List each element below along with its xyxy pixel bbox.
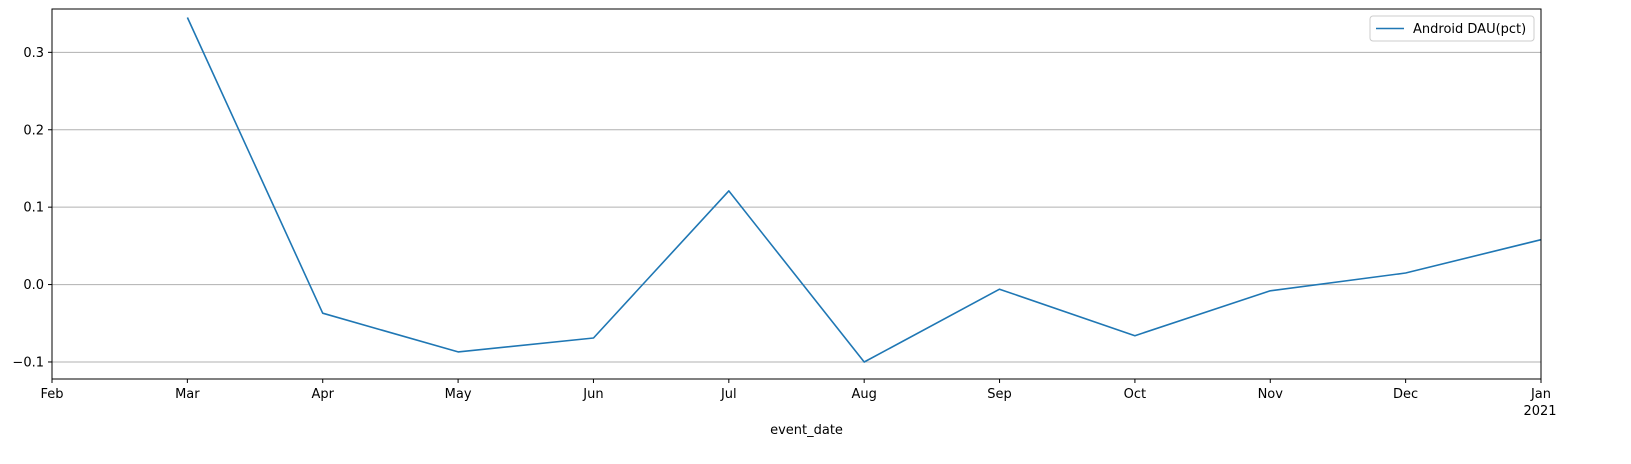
x-axis-ticks: Feb Mar Apr May Jun Jul Aug Sep Oct Nov Dec Jan	[40, 379, 1551, 402]
y-tick-label: 0.0	[23, 278, 44, 293]
x-tick-label: Dec	[1393, 387, 1418, 402]
x-axis-label: event_date	[770, 423, 843, 438]
x-tick-label: Apr	[311, 387, 334, 402]
x-tick-label: Aug	[851, 387, 876, 402]
y-tick-label: 0.3	[23, 46, 44, 61]
x-tick-label: Jul	[720, 387, 737, 402]
x-tick-label: May	[445, 387, 472, 402]
y-tick-label: 0.2	[23, 123, 44, 138]
x-tick-label: Jun	[582, 387, 603, 402]
legend-box	[1369, 15, 1535, 42]
x-tick-label: Sep	[987, 387, 1012, 402]
y-tick-label: −0.1	[12, 355, 44, 370]
x-axis-year-label: 2021	[1523, 404, 1556, 419]
x-tick-label: Jan	[1530, 387, 1551, 402]
series-line-0	[186, 17, 1542, 363]
x-tick-label: Mar	[175, 387, 200, 402]
x-tick-label: Feb	[40, 387, 63, 402]
y-axis-ticks: 0.3 0.2 0.1 0.0 −0.1	[12, 46, 52, 370]
x-tick-label: Nov	[1258, 387, 1284, 402]
series-layer	[186, 17, 1542, 363]
x-tick-label: Oct	[1124, 387, 1146, 402]
legend-label: Android DAU(pct)	[1413, 22, 1526, 37]
y-tick-label: 0.1	[23, 201, 44, 216]
plot-frame	[51, 8, 1542, 380]
legend: Android DAU(pct)	[1369, 15, 1535, 42]
grid-lines	[52, 51, 1541, 363]
